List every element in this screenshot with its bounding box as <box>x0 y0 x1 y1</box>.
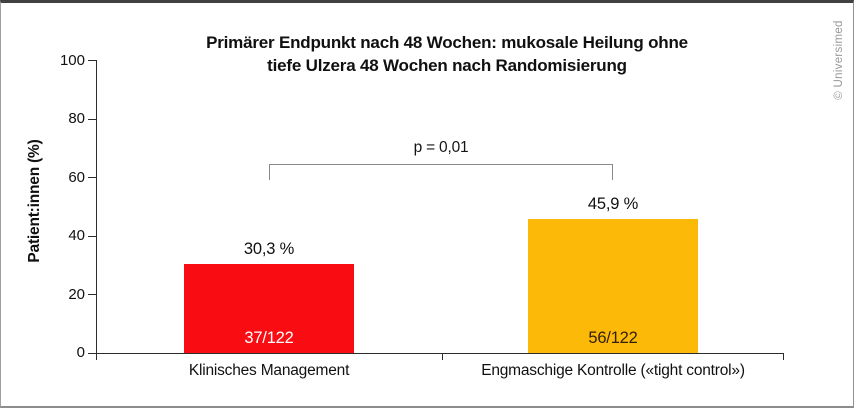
y-tick <box>88 177 96 179</box>
y-tick-label: 0 <box>76 344 85 361</box>
p-value-label: p = 0,01 <box>413 139 469 156</box>
x-tick <box>442 353 444 360</box>
bar-percent-label: 30,3 % <box>243 240 295 259</box>
y-tick-label: 60 <box>68 168 85 186</box>
copyright-credit: © Universimed <box>833 20 845 100</box>
y-tick <box>88 235 96 237</box>
y-tick-label: 100 <box>59 51 85 69</box>
y-tick-label: 20 <box>68 285 85 303</box>
category-label-engmaschige-kontrolle: Engmaschige Kontrolle («tight control») <box>481 362 745 379</box>
significance-bracket-right-end <box>612 164 614 180</box>
chart-title-line1: Primärer Endpunkt nach 48 Wochen: mukosa… <box>206 33 688 52</box>
y-axis-label: Patient:innen (%) <box>26 139 43 263</box>
x-tick <box>96 353 98 360</box>
bar-count-label: 37/122 <box>244 329 294 347</box>
bar-count-label: 56/122 <box>588 329 638 347</box>
y-tick <box>88 118 96 120</box>
bar-percent-label: 45,9 % <box>587 194 639 213</box>
y-tick <box>88 294 96 296</box>
bar-klinisches-management <box>184 264 354 353</box>
bar-engmaschige-kontrolle <box>528 218 698 353</box>
significance-bracket-left-end <box>269 164 271 180</box>
category-label-klinisches-management: Klinisches Management <box>188 362 350 379</box>
y-tick <box>88 60 96 62</box>
x-tick <box>783 353 785 360</box>
y-tick <box>88 352 96 354</box>
x-axis-line <box>96 353 784 355</box>
chart-title: Primärer Endpunkt nach 48 Wochen: mukosa… <box>104 31 790 77</box>
significance-bracket-line <box>269 164 613 166</box>
chart-title-line2: tiefe Ulzera 48 Wochen nach Randomisieru… <box>267 56 627 75</box>
y-tick-label: 80 <box>68 110 85 127</box>
y-axis-line <box>96 60 98 353</box>
y-tick-label: 40 <box>68 227 85 244</box>
